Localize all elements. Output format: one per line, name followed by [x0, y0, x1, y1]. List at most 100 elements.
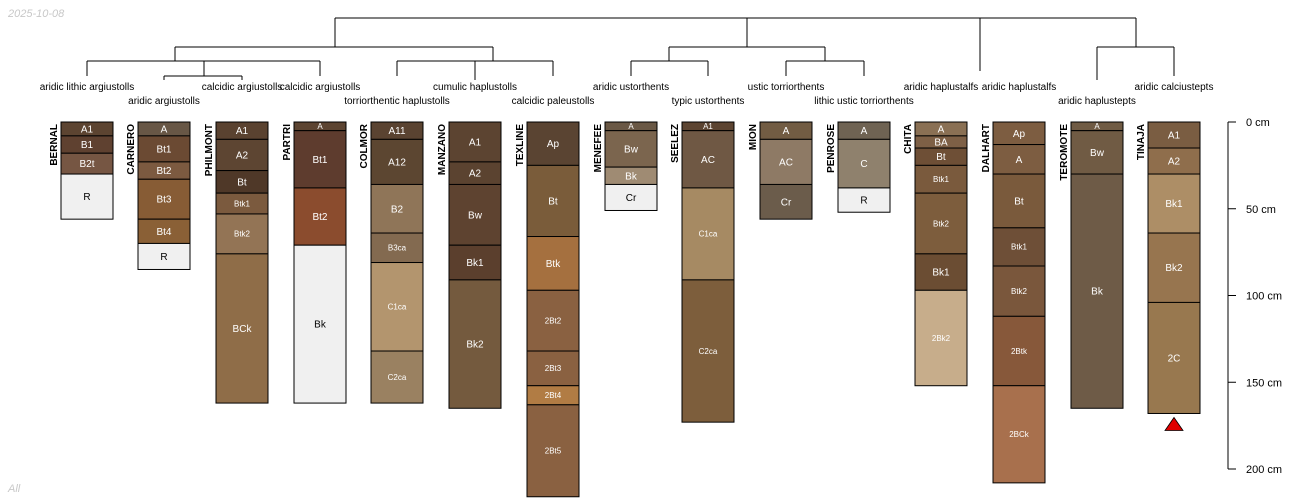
- soil-horizon: [992, 227, 1046, 267]
- taxon-label: lithic ustic torriorthents: [814, 96, 913, 107]
- taxon-label: aridic haplustalfs: [904, 82, 978, 93]
- soil-horizon: [293, 244, 347, 404]
- soil-profile: CARNERO A Bt1 Bt2 Bt3 Bt4 R: [126, 121, 191, 270]
- taxon-labels: aridic lithic argiustolls aridic argiusto…: [40, 82, 1214, 107]
- profile-name: PARTRI: [282, 124, 293, 161]
- soil-horizon: [681, 279, 735, 423]
- horizon-label: A1: [236, 126, 249, 137]
- horizon-label: C1ca: [699, 230, 718, 239]
- horizon-label: B3ca: [388, 244, 407, 253]
- soil-profile: PENROSE A C R: [826, 121, 891, 213]
- soil-horizon: [1147, 232, 1201, 303]
- horizon-label: Bt1: [156, 144, 171, 155]
- horizon-label: Cr: [781, 197, 792, 208]
- soil-horizon: [1147, 301, 1201, 414]
- horizon-label: Btk1: [1011, 243, 1028, 252]
- horizon-label: C2ca: [699, 347, 718, 356]
- profile-name: MION: [748, 124, 759, 150]
- horizon-label: Btk1: [234, 199, 251, 208]
- profile-name: COLMOR: [359, 123, 370, 168]
- date-stamp: 2025-10-08: [8, 8, 65, 20]
- profile-name: PENROSE: [826, 124, 837, 173]
- profile-name: CARNERO: [126, 124, 137, 175]
- horizon-label: Bk: [625, 171, 638, 182]
- horizon-label: 2Bt4: [545, 391, 562, 400]
- profile-name: TINAJA: [1136, 124, 1147, 160]
- horizon-label: A1: [81, 124, 94, 135]
- taxon-label: aridic haplustalfs: [982, 82, 1056, 93]
- horizon-label: A12: [388, 157, 406, 168]
- horizon-label: Bw: [468, 210, 483, 221]
- horizon-label: A: [161, 124, 168, 135]
- horizon-label: Ap: [547, 139, 560, 150]
- horizon-label: R: [83, 192, 90, 203]
- taxon-label: torriorthentic haplustolls: [344, 96, 450, 107]
- horizon-label: 2Bt3: [545, 364, 562, 373]
- soil-horizon: [992, 385, 1046, 484]
- soil-horizon: [992, 173, 1046, 229]
- soil-horizon: [448, 183, 502, 246]
- soil-horizon: [759, 183, 813, 220]
- horizon-label: A11: [388, 126, 405, 137]
- taxon-label: cumulic haplustolls: [433, 82, 517, 93]
- horizon-label: 2Btk: [1011, 347, 1028, 356]
- profile-name: SEELEZ: [670, 124, 681, 163]
- soil-horizon: [526, 121, 580, 166]
- taxon-label: calcidic argiustolls: [202, 82, 283, 93]
- soil-horizon: [914, 192, 968, 255]
- taxon-label: aridic calciustepts: [1135, 82, 1214, 93]
- soil-horizon: [1070, 130, 1124, 175]
- horizon-label: Bk1: [1165, 199, 1183, 210]
- horizon-label: Bt4: [156, 227, 171, 238]
- horizon-label: A1: [469, 137, 482, 148]
- soil-horizon: [992, 315, 1046, 387]
- taxon-label: ustic torriorthents: [748, 82, 825, 93]
- soil-horizon: [526, 236, 580, 291]
- horizon-label: A2: [236, 150, 249, 161]
- horizon-label: R: [860, 196, 867, 207]
- horizon-label: A: [783, 126, 790, 137]
- soil-profile: DALHART Ap A Bt Btk1 Btk2 2Btk 2BCk: [981, 121, 1046, 484]
- soil-horizon: [137, 218, 191, 244]
- soil-horizon: [604, 183, 658, 211]
- horizon-label: C2ca: [388, 373, 407, 382]
- horizon-label: 2BCk: [1009, 430, 1030, 439]
- soil-horizon: [992, 144, 1046, 175]
- soil-horizon: [370, 138, 424, 185]
- horizon-label: BCk: [233, 324, 253, 335]
- horizon-label: 2Bt2: [545, 316, 562, 325]
- soil-profile: TEROMOTE A Bw Bk: [1059, 121, 1124, 409]
- profile-name: DALHART: [981, 124, 992, 172]
- taxon-label: typic ustorthents: [672, 96, 745, 107]
- profile-name: CHITA: [903, 124, 914, 154]
- horizon-label: AC: [779, 157, 793, 168]
- horizon-label: A2: [1168, 157, 1181, 168]
- taxon-label: aridic argiustolls: [128, 96, 200, 107]
- taxon-label: aridic haplustepts: [1058, 96, 1136, 107]
- horizon-label: Btk1: [933, 175, 950, 184]
- horizon-label: Bt3: [156, 195, 171, 206]
- horizon-label: AC: [701, 155, 715, 166]
- horizon-label: A1: [1168, 131, 1181, 142]
- soil-horizon: [448, 121, 502, 163]
- horizon-label: C1ca: [388, 303, 407, 312]
- soil-horizon: [137, 178, 191, 220]
- soil-horizon: [1070, 173, 1124, 409]
- soil-horizon: [293, 130, 347, 189]
- horizon-label: B2: [391, 204, 404, 215]
- soil-profile: BERNAL A1 B1 B2t R: [49, 121, 114, 220]
- soil-horizon: [215, 138, 269, 172]
- horizon-label: A: [938, 124, 945, 135]
- soil-horizon: [914, 253, 968, 291]
- profile-name: MANZANO: [437, 124, 448, 175]
- soil-horizon: [1147, 121, 1201, 149]
- horizon-label: Ap: [1013, 129, 1026, 140]
- soil-horizon: [60, 173, 114, 220]
- dendrogram: [86, 17, 1175, 80]
- horizon-label: 2Bk2: [932, 334, 951, 343]
- horizon-label: Bt2: [156, 166, 171, 177]
- soil-horizon: [914, 289, 968, 387]
- horizon-label: Cr: [626, 193, 637, 204]
- soil-horizon: [370, 350, 424, 404]
- horizon-label: Btk2: [933, 219, 950, 228]
